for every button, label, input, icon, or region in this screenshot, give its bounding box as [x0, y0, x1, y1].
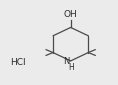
Text: N: N: [63, 57, 70, 66]
Text: HCl: HCl: [10, 58, 26, 67]
Text: H: H: [68, 63, 74, 72]
Text: OH: OH: [64, 10, 78, 19]
